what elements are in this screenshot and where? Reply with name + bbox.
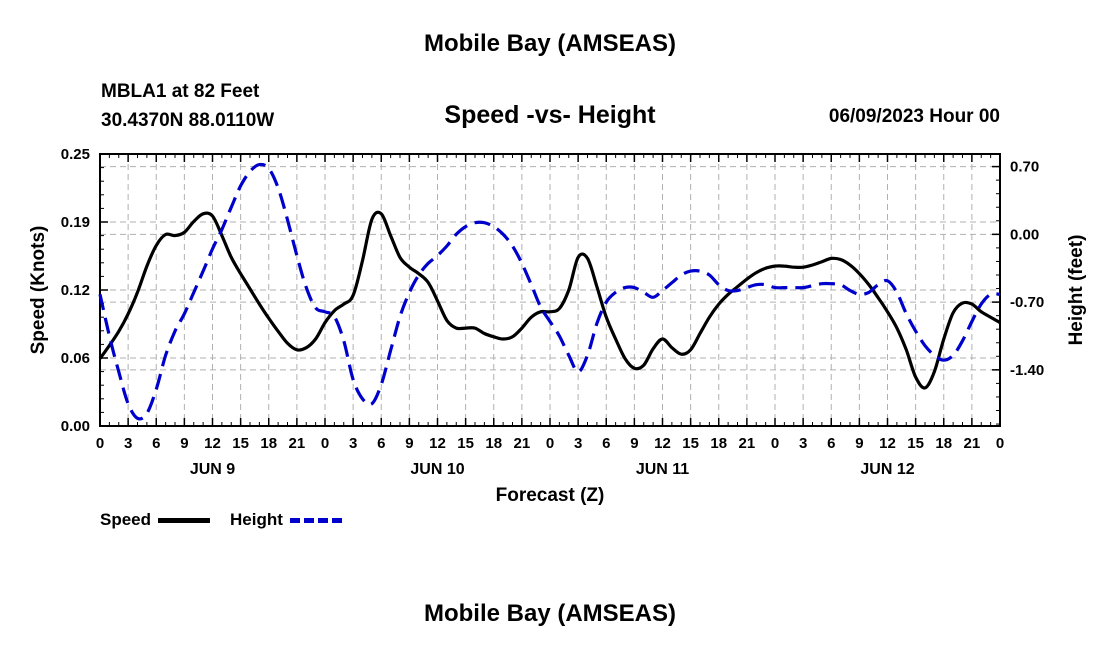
x-tick-label: 21 (964, 435, 981, 452)
x-tick-label: 0 (321, 435, 329, 452)
x-tick-label: 6 (152, 435, 160, 452)
x-tick-label: 21 (289, 435, 306, 452)
x-tick-label: 12 (654, 435, 671, 452)
x-tick-label: 9 (405, 435, 413, 452)
legend-height: Height (230, 510, 342, 530)
series-line-height (98, 162, 1001, 421)
x-tick-label: 0 (996, 435, 1004, 452)
x-tick-label: 6 (602, 435, 610, 452)
station-info: MBLA1 at 82 Feet 30.4370N 88.0110W (101, 77, 274, 135)
y-left-tick-label: 0.06 (61, 350, 90, 367)
y-right-tick-label: -0.70 (1010, 294, 1044, 311)
legend-height-label: Height (230, 510, 283, 529)
legend-speed: Speed (100, 510, 210, 530)
series-line-speed (98, 210, 1001, 390)
run-time: 06/09/2023 Hour 00 (828, 106, 1000, 127)
x-tick-label: 15 (682, 435, 699, 452)
legend-speed-swatch (157, 518, 210, 524)
x-tick-label: 0 (771, 435, 779, 452)
station-coordinates: 30.4370N 88.0110W (101, 110, 275, 131)
x-tick-label: 15 (457, 435, 474, 452)
legend-speed-label: Speed (100, 510, 152, 529)
day-label: JUN 11 (636, 461, 689, 478)
x-tick-label: 3 (574, 435, 582, 452)
y-left-tick-label: 0.19 (61, 214, 90, 231)
x-tick-label: 3 (799, 435, 807, 452)
station-name: MBLA1 at 82 Feet (101, 81, 260, 102)
x-tick-label: 9 (855, 435, 863, 452)
day-label: JUN 12 (860, 461, 914, 478)
y-left-axis-title: Speed (Knots) (28, 226, 49, 355)
x-tick-label: 3 (124, 435, 132, 452)
y-right-tick-label: 0.70 (1010, 159, 1039, 176)
x-tick-label: 21 (739, 435, 756, 452)
day-label: JUN 9 (190, 461, 235, 478)
x-tick-label: 12 (429, 435, 446, 452)
y-right-axis-title: Height (feet) (1066, 235, 1087, 346)
y-right-tick-label: 0.00 (1010, 226, 1039, 243)
x-tick-label: 15 (232, 435, 249, 452)
x-tick-label: 18 (485, 435, 502, 452)
x-tick-label: 3 (349, 435, 357, 452)
x-tick-label: 18 (935, 435, 952, 452)
legend-height-swatch (289, 518, 342, 524)
footer-title: Mobile Bay (AMSEAS) (423, 600, 677, 627)
x-tick-label: 18 (710, 435, 727, 452)
x-tick-label: 18 (260, 435, 277, 452)
x-tick-label: 12 (204, 435, 221, 452)
x-tick-label: 0 (96, 435, 104, 452)
x-axis-title: Forecast (Z) (496, 485, 605, 506)
day-label: JUN 10 (410, 461, 464, 478)
y-left-tick-label: 0.25 (61, 146, 90, 163)
x-tick-label: 12 (879, 435, 896, 452)
x-tick-label: 15 (907, 435, 924, 452)
x-tick-label: 0 (546, 435, 554, 452)
chart-title: Mobile Bay (AMSEAS) (423, 30, 677, 57)
x-tick-label: 21 (514, 435, 531, 452)
y-left-tick-label: 0.12 (61, 282, 90, 299)
x-tick-label: 9 (630, 435, 638, 452)
x-tick-label: 6 (827, 435, 835, 452)
y-left-tick-label: 0.00 (61, 418, 90, 435)
chart-subtitle: Speed -vs- Height (444, 101, 656, 129)
x-tick-label: 6 (377, 435, 385, 452)
x-tick-label: 9 (180, 435, 188, 452)
y-right-tick-label: -1.40 (1010, 362, 1044, 379)
